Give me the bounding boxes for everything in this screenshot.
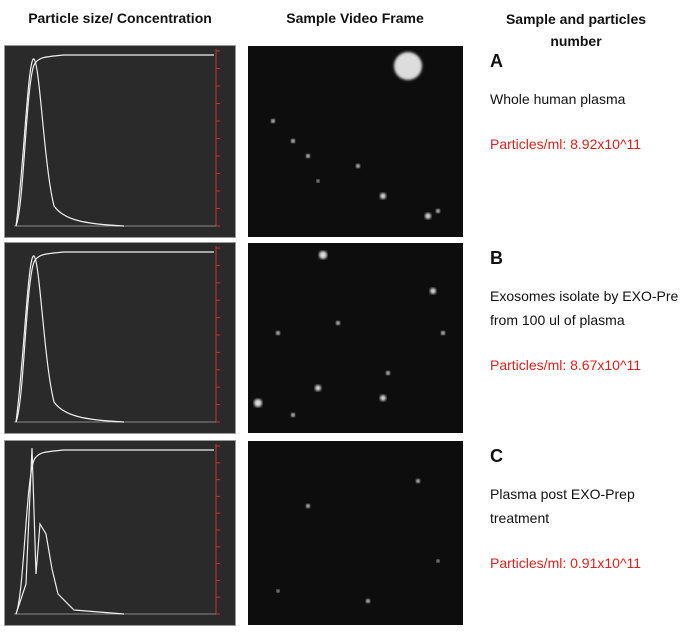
- size-distribution-image: [4, 440, 236, 626]
- header-line: Sample and particles: [505, 11, 647, 27]
- header-line: number: [550, 33, 602, 49]
- video-frame-image: [248, 441, 463, 625]
- column-header: Particle size/ Concentration: [28, 10, 212, 26]
- panel-letter: C: [490, 446, 503, 466]
- sample-description: Plasma post EXO-Prep: [490, 486, 635, 502]
- particle-count: Particles/ml: 0.91x10^11: [490, 555, 642, 571]
- video-frame-image: [248, 243, 463, 433]
- particle-count: Particles/ml: 8.67x10^11: [490, 357, 642, 373]
- particle-count: Particles/ml: 8.92x10^11: [490, 136, 642, 152]
- size-distribution-image: [4, 242, 236, 434]
- column-header: Sample and particles number: [476, 8, 676, 52]
- panel-letter: B: [490, 248, 503, 268]
- sample-description: treatment: [490, 510, 550, 526]
- panel-letter: A: [490, 51, 503, 71]
- sample-description: from 100 ul of plasma: [490, 312, 625, 328]
- sample-description: Whole human plasma: [490, 91, 626, 107]
- size-distribution-image: [4, 45, 236, 238]
- sample-description: Exosomes isolate by EXO-Pre: [490, 288, 679, 304]
- video-frame-image: [248, 46, 463, 237]
- column-header: Sample Video Frame: [286, 10, 424, 26]
